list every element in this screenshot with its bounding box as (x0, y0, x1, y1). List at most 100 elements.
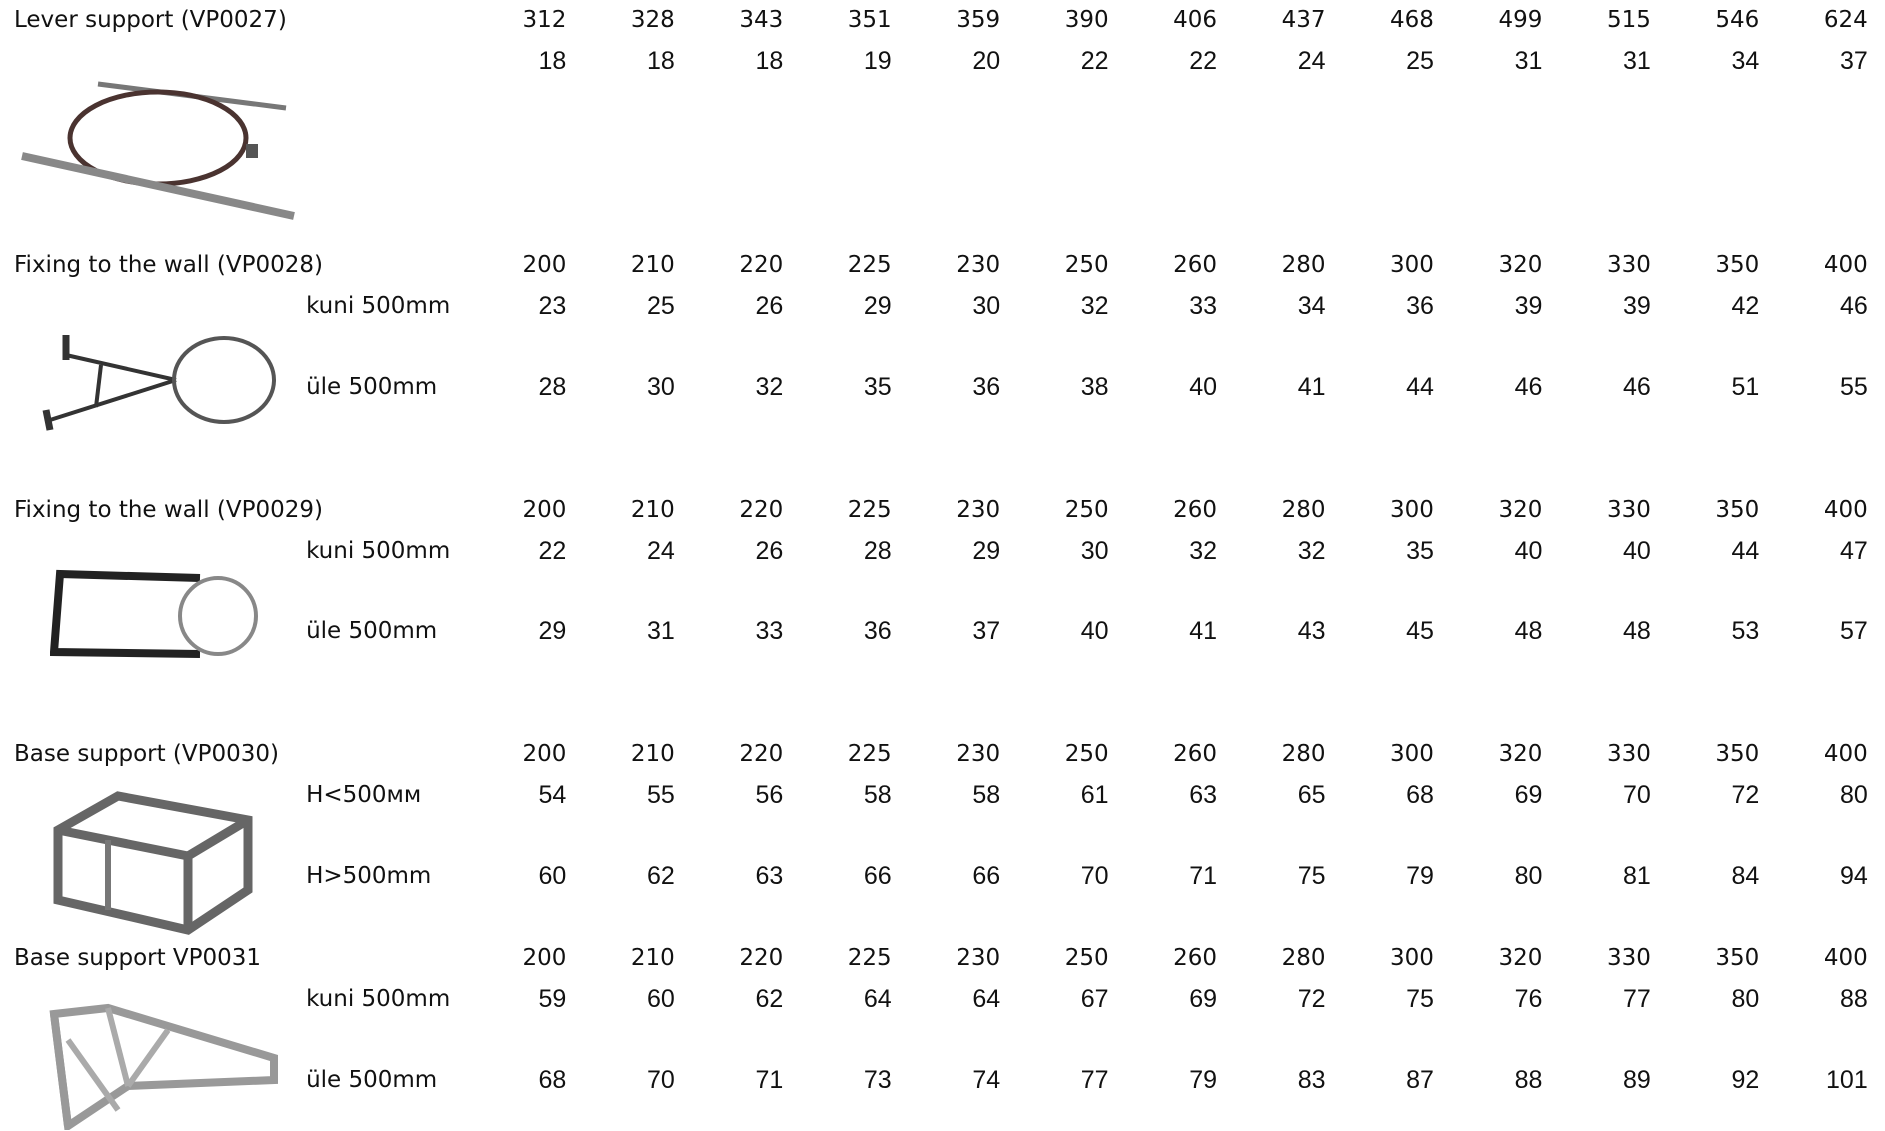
price-cell: 72 (1226, 984, 1326, 1014)
price-cell: 18 (683, 46, 783, 76)
price-cell: 40 (1009, 616, 1109, 646)
size-header: 499 (1442, 5, 1542, 35)
price-cell: 28 (792, 536, 892, 566)
price-cell: 57 (1768, 616, 1868, 646)
price-cell: 68 (466, 1065, 566, 1095)
price-cell: 36 (1334, 291, 1434, 321)
price-cell: 68 (1334, 780, 1434, 810)
size-header: 312 (466, 5, 566, 35)
size-header: 220 (683, 943, 783, 973)
price-cell: 32 (1009, 291, 1109, 321)
price-cell: 88 (1768, 984, 1868, 1014)
section-title: Base support VP0031 (14, 943, 261, 973)
price-cell: 70 (1551, 780, 1651, 810)
size-header: 250 (1009, 250, 1109, 280)
size-header: 350 (1659, 739, 1759, 769)
price-cell: 37 (1768, 46, 1868, 76)
lever-support-image (18, 78, 298, 224)
price-cell: 36 (792, 616, 892, 646)
price-cell: 40 (1117, 372, 1217, 402)
price-cell: 19 (792, 46, 892, 76)
price-cell: 80 (1659, 984, 1759, 1014)
price-cell: 62 (683, 984, 783, 1014)
price-cell: 77 (1551, 984, 1651, 1014)
size-header: 400 (1768, 943, 1868, 973)
price-cell: 77 (1009, 1065, 1109, 1095)
price-cell: 28 (466, 372, 566, 402)
size-header: 300 (1334, 250, 1434, 280)
price-cell: 48 (1442, 616, 1542, 646)
price-cell: 43 (1226, 616, 1326, 646)
price-cell: 48 (1551, 616, 1651, 646)
size-header: 351 (792, 5, 892, 35)
row-label: kuni 500mm (306, 291, 450, 321)
price-cell: 63 (683, 861, 783, 891)
price-cell: 18 (466, 46, 566, 76)
size-header: 330 (1551, 250, 1651, 280)
price-cell: 32 (1226, 536, 1326, 566)
size-header: 400 (1768, 495, 1868, 525)
price-cell: 31 (1442, 46, 1542, 76)
size-header: 280 (1226, 739, 1326, 769)
size-header: 230 (900, 250, 1000, 280)
price-cell: 29 (466, 616, 566, 646)
size-header: 225 (792, 739, 892, 769)
row-label: H<500мм (306, 780, 421, 810)
price-cell: 76 (1442, 984, 1542, 1014)
price-cell: 29 (900, 536, 1000, 566)
price-cell: 67 (1009, 984, 1109, 1014)
price-cell: 41 (1117, 616, 1217, 646)
price-cell: 26 (683, 291, 783, 321)
price-cell: 26 (683, 536, 783, 566)
price-cell: 44 (1659, 536, 1759, 566)
price-cell: 44 (1334, 372, 1434, 402)
price-cell: 34 (1659, 46, 1759, 76)
price-cell: 18 (575, 46, 675, 76)
price-cell: 58 (900, 780, 1000, 810)
size-header: 210 (575, 250, 675, 280)
size-header: 330 (1551, 739, 1651, 769)
price-sheet: Lever support (VP0027)312328343351359390… (0, 0, 1885, 1131)
size-header: 220 (683, 739, 783, 769)
size-header: 280 (1226, 250, 1326, 280)
wall-fixing-frame-image (50, 568, 262, 672)
price-cell: 72 (1659, 780, 1759, 810)
price-cell: 46 (1442, 372, 1542, 402)
size-header: 250 (1009, 943, 1109, 973)
size-header: 200 (466, 250, 566, 280)
size-header: 300 (1334, 739, 1434, 769)
section-title: Fixing to the wall (VP0028) (14, 250, 323, 280)
price-cell: 39 (1442, 291, 1542, 321)
size-header: 320 (1442, 250, 1542, 280)
price-cell: 31 (1551, 46, 1651, 76)
price-cell: 30 (575, 372, 675, 402)
price-cell: 81 (1551, 861, 1651, 891)
price-cell: 84 (1659, 861, 1759, 891)
price-cell: 63 (1117, 780, 1217, 810)
price-cell: 25 (575, 291, 675, 321)
price-cell: 35 (1334, 536, 1434, 566)
size-header: 350 (1659, 495, 1759, 525)
price-cell: 45 (1334, 616, 1434, 646)
size-header: 437 (1226, 5, 1326, 35)
price-cell: 64 (792, 984, 892, 1014)
price-cell: 32 (683, 372, 783, 402)
size-header: 200 (466, 739, 566, 769)
price-cell: 20 (900, 46, 1000, 76)
section-title: Fixing to the wall (VP0029) (14, 495, 323, 525)
price-cell: 38 (1009, 372, 1109, 402)
price-cell: 60 (575, 984, 675, 1014)
size-header: 200 (466, 495, 566, 525)
size-header: 468 (1334, 5, 1434, 35)
price-cell: 34 (1226, 291, 1326, 321)
size-header: 320 (1442, 739, 1542, 769)
price-cell: 30 (1009, 536, 1109, 566)
price-cell: 61 (1009, 780, 1109, 810)
price-cell: 79 (1117, 1065, 1217, 1095)
size-header: 330 (1551, 943, 1651, 973)
size-header: 350 (1659, 250, 1759, 280)
price-cell: 101 (1768, 1065, 1868, 1095)
price-cell: 56 (683, 780, 783, 810)
price-cell: 83 (1226, 1065, 1326, 1095)
price-cell: 94 (1768, 861, 1868, 891)
